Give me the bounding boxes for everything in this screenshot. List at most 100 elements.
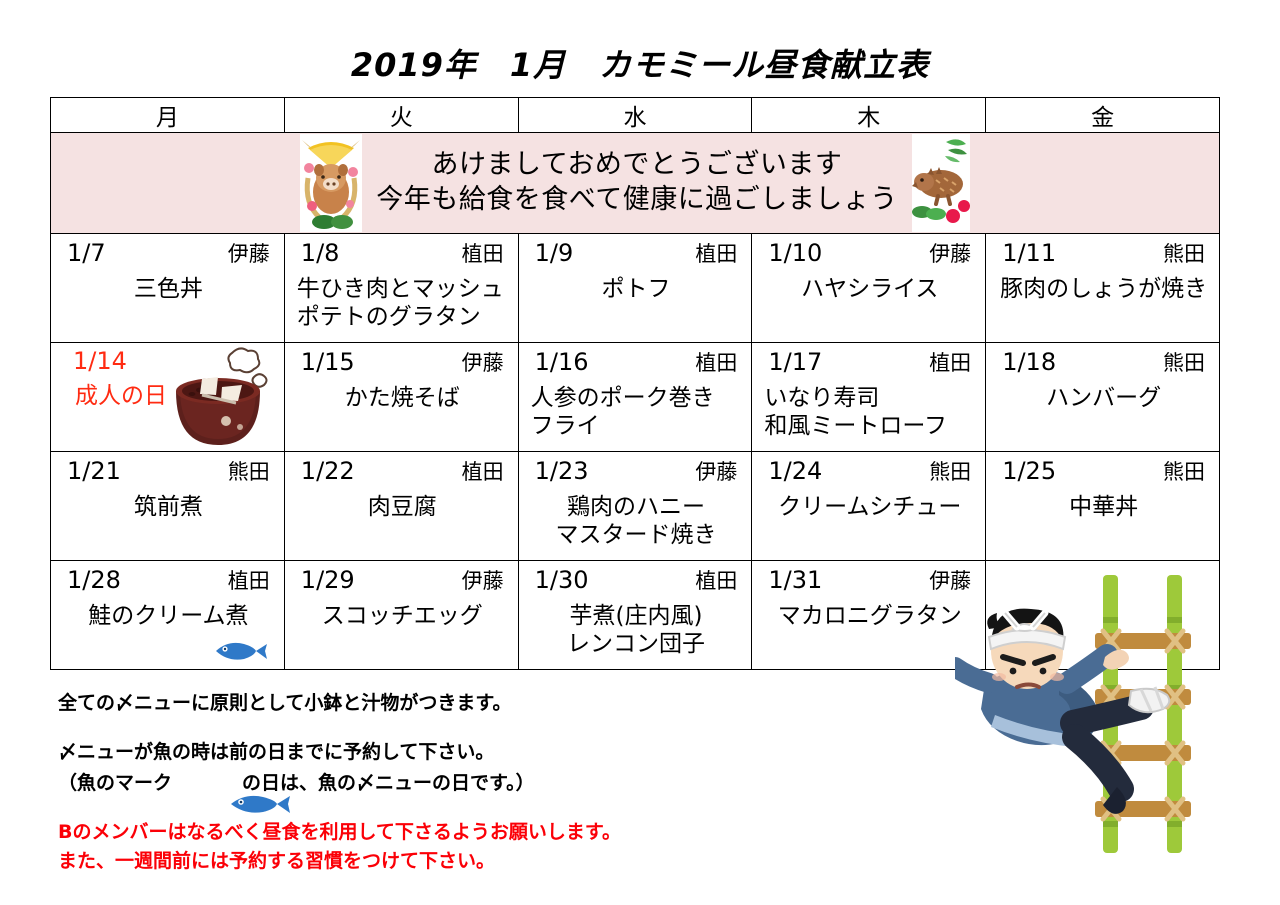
new-year-greeting-cell: あけましておめでとうございます 今年も給食を食べて健康に過ごしましょう	[50, 132, 1220, 234]
boar-bamboo-plum-icon	[911, 134, 970, 232]
day-date: 1/17	[768, 348, 823, 376]
day-staff: 熊田	[1163, 242, 1205, 266]
weekday-header-mon: 月	[50, 97, 285, 133]
day-staff: 熊田	[929, 460, 972, 484]
note-line-fish-mark: （魚のマーク の日は、魚の〆ニューの日です。）	[58, 768, 958, 813]
day-date: 1/31	[768, 566, 823, 594]
day-staff: 伊藤	[227, 242, 270, 266]
week-row-2: 1/14 成人の日	[50, 342, 1220, 452]
day-staff: 植田	[461, 242, 504, 266]
weekday-header-wed: 水	[517, 97, 753, 133]
day-cell-1-29[interactable]: 1/29 伊藤 スコッチエッグ	[283, 560, 519, 670]
day-menu: 肉豆腐	[367, 494, 437, 520]
day-cell-1-9[interactable]: 1/9 植田 ポトフ	[517, 233, 753, 343]
day-menu: ハンバーグ	[1046, 385, 1162, 411]
greeting-row: あけましておめでとうございます 今年も給食を食べて健康に過ごしましょう	[50, 132, 1220, 234]
weekday-header-tue: 火	[283, 97, 519, 133]
day-date: 1/8	[300, 239, 340, 267]
note-block-2: 〆ニューが魚の時は前の日までに予約して下さい。 （魚のマーク の日は、魚の〆ニュ…	[58, 737, 958, 813]
day-staff: 熊田	[1163, 351, 1205, 375]
day-menu: マカロニグラタン	[777, 603, 962, 629]
day-cell-1-16[interactable]: 1/16 植田 人参のポーク巻き フライ	[517, 342, 753, 452]
day-date: 1/29	[300, 566, 355, 594]
holiday-label: 成人の日	[75, 383, 167, 409]
day-date: 1/23	[534, 457, 589, 485]
fish-icon	[214, 639, 268, 663]
day-staff: 植田	[695, 351, 738, 375]
zenzai-bowl-icon	[166, 345, 278, 449]
day-cell-1-7[interactable]: 1/7 伊藤 三色丼	[50, 233, 285, 343]
day-staff: 熊田	[227, 460, 270, 484]
day-staff: 植田	[461, 460, 504, 484]
day-staff: 植田	[695, 569, 738, 593]
day-cell-1-18[interactable]: 1/18 熊田 ハンバーグ	[985, 342, 1220, 452]
day-cell-1-28[interactable]: 1/28 植田 鮭のクリーム煮	[50, 560, 285, 670]
weekday-header-thu: 木	[751, 97, 987, 133]
day-menu: ポトフ	[601, 276, 671, 302]
day-cell-1-17[interactable]: 1/17 植田 いなり寿司 和風ミートローフ	[751, 342, 987, 452]
day-staff: 植田	[929, 351, 972, 375]
day-cell-1-15[interactable]: 1/15 伊藤 かた焼そば	[283, 342, 519, 452]
page-title: 2019年 1月 カモミール昼食献立表	[350, 46, 930, 84]
note-line-b-members: Bのメンバーはなるべく昼食を利用して下さるようお願いします。	[58, 821, 622, 843]
note-block-1: 全ての〆ニューに原則として小鉢と汁物がつきます。	[58, 688, 958, 715]
week-row-1: 1/7 伊藤 三色丼 1/8 植田 牛ひき肉とマッシュ ポテトのグラタン 1/9…	[50, 233, 1220, 343]
day-menu: ハヤシライス	[801, 276, 939, 302]
day-date: 1/30	[534, 566, 589, 594]
greeting-text: あけましておめでとうございます 今年も給食を食べて健康に過ごしましょう	[376, 149, 898, 215]
menu-calendar-table: 月 火 水 木 金	[50, 97, 1220, 670]
day-menu: 筑前煮	[133, 494, 203, 520]
day-menu: いなり寿司 和風ミートローフ	[764, 385, 948, 440]
day-date: 1/24	[768, 457, 823, 485]
day-menu: 鶏肉のハニー マスタード焼き	[555, 494, 717, 549]
day-staff: 伊藤	[461, 569, 504, 593]
day-date: 1/25	[1002, 457, 1057, 485]
day-cell-1-31[interactable]: 1/31 伊藤 マカロニグラタン	[751, 560, 987, 670]
day-staff: 植田	[695, 242, 738, 266]
day-menu: 牛ひき肉とマッシュ ポテトのグラタン	[296, 276, 504, 331]
day-menu: 三色丼	[133, 276, 203, 302]
day-date: 1/21	[67, 457, 121, 485]
note-fish-suffix: の日は、魚の〆ニューの日です。）	[242, 772, 535, 794]
day-cell-1-14-holiday[interactable]: 1/14 成人の日	[50, 342, 285, 452]
day-cell-1-11[interactable]: 1/11 熊田 豚肉のしょうが焼き	[985, 233, 1220, 343]
day-date: 1/10	[768, 239, 823, 267]
day-cell-1-21[interactable]: 1/21 熊田 筑前煮	[50, 451, 285, 561]
day-cell-1-22[interactable]: 1/22 植田 肉豆腐	[283, 451, 519, 561]
day-menu: クリームシチュー	[778, 494, 962, 520]
day-date: 1/14	[73, 347, 127, 375]
footer-notes: 全ての〆ニューに原則として小鉢と汁物がつきます。 〆ニューが魚の時は前の日までに…	[58, 688, 958, 895]
note-fish-prefix: （魚のマーク	[58, 772, 173, 794]
day-cell-1-23[interactable]: 1/23 伊藤 鶏肉のハニー マスタード焼き	[517, 451, 753, 561]
week-row-4: 1/28 植田 鮭のクリーム煮 1/29 伊藤	[50, 560, 1220, 670]
day-date: 1/22	[300, 457, 355, 485]
weekday-header-row: 月 火 水 木 金	[50, 97, 1220, 133]
day-cell-1-10[interactable]: 1/10 伊藤 ハヤシライス	[751, 233, 987, 343]
day-menu: 中華丼	[1069, 494, 1139, 520]
day-staff: 伊藤	[929, 569, 972, 593]
day-date: 1/15	[300, 348, 355, 376]
week-row-3: 1/21 熊田 筑前煮 1/22 植田 肉豆腐 1/23 伊藤 鶏肉のハニー マ…	[50, 451, 1220, 561]
day-menu: かた焼そば	[344, 385, 460, 411]
new-year-boar-kazari-icon	[300, 134, 363, 232]
day-date: 1/16	[534, 348, 589, 376]
day-cell-1-30[interactable]: 1/30 植田 芋煮(庄内風) レンコン団子	[517, 560, 753, 670]
day-staff: 植田	[227, 569, 270, 593]
note-block-3: Bのメンバーはなるべく昼食を利用して下さるようお願いします。 また、一週間前には…	[58, 817, 958, 873]
note-line-kobachi: 全ての〆ニューに原則として小鉢と汁物がつきます。	[58, 692, 512, 714]
day-cell-1-25[interactable]: 1/25 熊田 中華丼	[985, 451, 1220, 561]
day-staff: 伊藤	[929, 242, 972, 266]
fish-icon	[176, 770, 290, 813]
day-menu: 芋煮(庄内風) レンコン団子	[566, 603, 705, 658]
day-menu: 人参のポーク巻き フライ	[530, 385, 715, 440]
day-menu: 豚肉のしょうが焼き	[1000, 276, 1208, 302]
day-cell-1-24[interactable]: 1/24 熊田 クリームシチュー	[751, 451, 987, 561]
day-cell-1-8[interactable]: 1/8 植田 牛ひき肉とマッシュ ポテトのグラタン	[283, 233, 519, 343]
day-menu: スコッチエッグ	[321, 603, 483, 629]
note-line-week-ahead: また、一週間前には予約する習慣をつけて下さい。	[58, 850, 496, 872]
day-staff: 伊藤	[695, 460, 738, 484]
day-date: 1/18	[1002, 348, 1057, 376]
day-cell-empty-friday[interactable]	[985, 560, 1220, 670]
day-date: 1/7	[67, 239, 106, 267]
day-menu: 鮭のクリーム煮	[88, 603, 249, 629]
